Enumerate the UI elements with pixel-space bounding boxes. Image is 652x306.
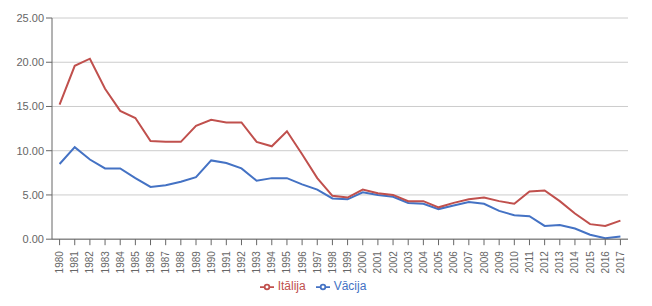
svg-text:1988: 1988: [175, 251, 186, 274]
svg-text:1997: 1997: [312, 251, 323, 274]
svg-text:1985: 1985: [130, 251, 141, 274]
svg-text:2003: 2003: [403, 251, 414, 274]
svg-text:1987: 1987: [160, 251, 171, 274]
svg-text:1991: 1991: [221, 251, 232, 274]
svg-text:2005: 2005: [433, 251, 444, 274]
svg-text:2017: 2017: [615, 251, 626, 274]
svg-text:1996: 1996: [297, 251, 308, 274]
svg-text:1980: 1980: [54, 251, 65, 274]
svg-text:2008: 2008: [479, 251, 490, 274]
svg-text:2001: 2001: [372, 251, 383, 274]
svg-text:1993: 1993: [251, 251, 262, 274]
svg-text:1994: 1994: [266, 251, 277, 274]
svg-text:2015: 2015: [585, 251, 596, 274]
svg-text:2009: 2009: [494, 251, 505, 274]
svg-text:1999: 1999: [342, 251, 353, 274]
svg-text:15.00: 15.00: [16, 100, 44, 112]
svg-text:5.00: 5.00: [23, 189, 44, 201]
svg-text:1995: 1995: [281, 251, 292, 274]
svg-text:2014: 2014: [569, 251, 580, 274]
svg-text:2010: 2010: [509, 251, 520, 274]
svg-text:2007: 2007: [463, 251, 474, 274]
svg-text:2002: 2002: [388, 251, 399, 274]
svg-text:1992: 1992: [236, 251, 247, 274]
svg-text:1989: 1989: [191, 251, 202, 274]
svg-text:25.00: 25.00: [16, 12, 44, 24]
svg-text:2016: 2016: [600, 251, 611, 274]
svg-text:1981: 1981: [69, 251, 80, 274]
svg-text:2011: 2011: [524, 251, 535, 273]
svg-text:1990: 1990: [206, 251, 217, 274]
svg-text:20.00: 20.00: [16, 56, 44, 68]
svg-text:2012: 2012: [539, 251, 550, 274]
svg-text:1982: 1982: [84, 251, 95, 274]
svg-text:2006: 2006: [448, 251, 459, 274]
svg-text:2000: 2000: [357, 251, 368, 274]
svg-text:0.00: 0.00: [23, 233, 44, 245]
svg-text:2004: 2004: [418, 251, 429, 274]
svg-text:1986: 1986: [145, 251, 156, 274]
svg-text:2013: 2013: [554, 251, 565, 274]
html-text:Itālija: Itālija: [277, 279, 306, 294]
svg-text:1984: 1984: [115, 251, 126, 274]
svg-text:10.00: 10.00: [16, 145, 44, 157]
svg-text:1983: 1983: [100, 251, 111, 274]
html-text:Vācija: Vācija: [333, 279, 367, 294]
svg-text:1998: 1998: [327, 251, 338, 274]
